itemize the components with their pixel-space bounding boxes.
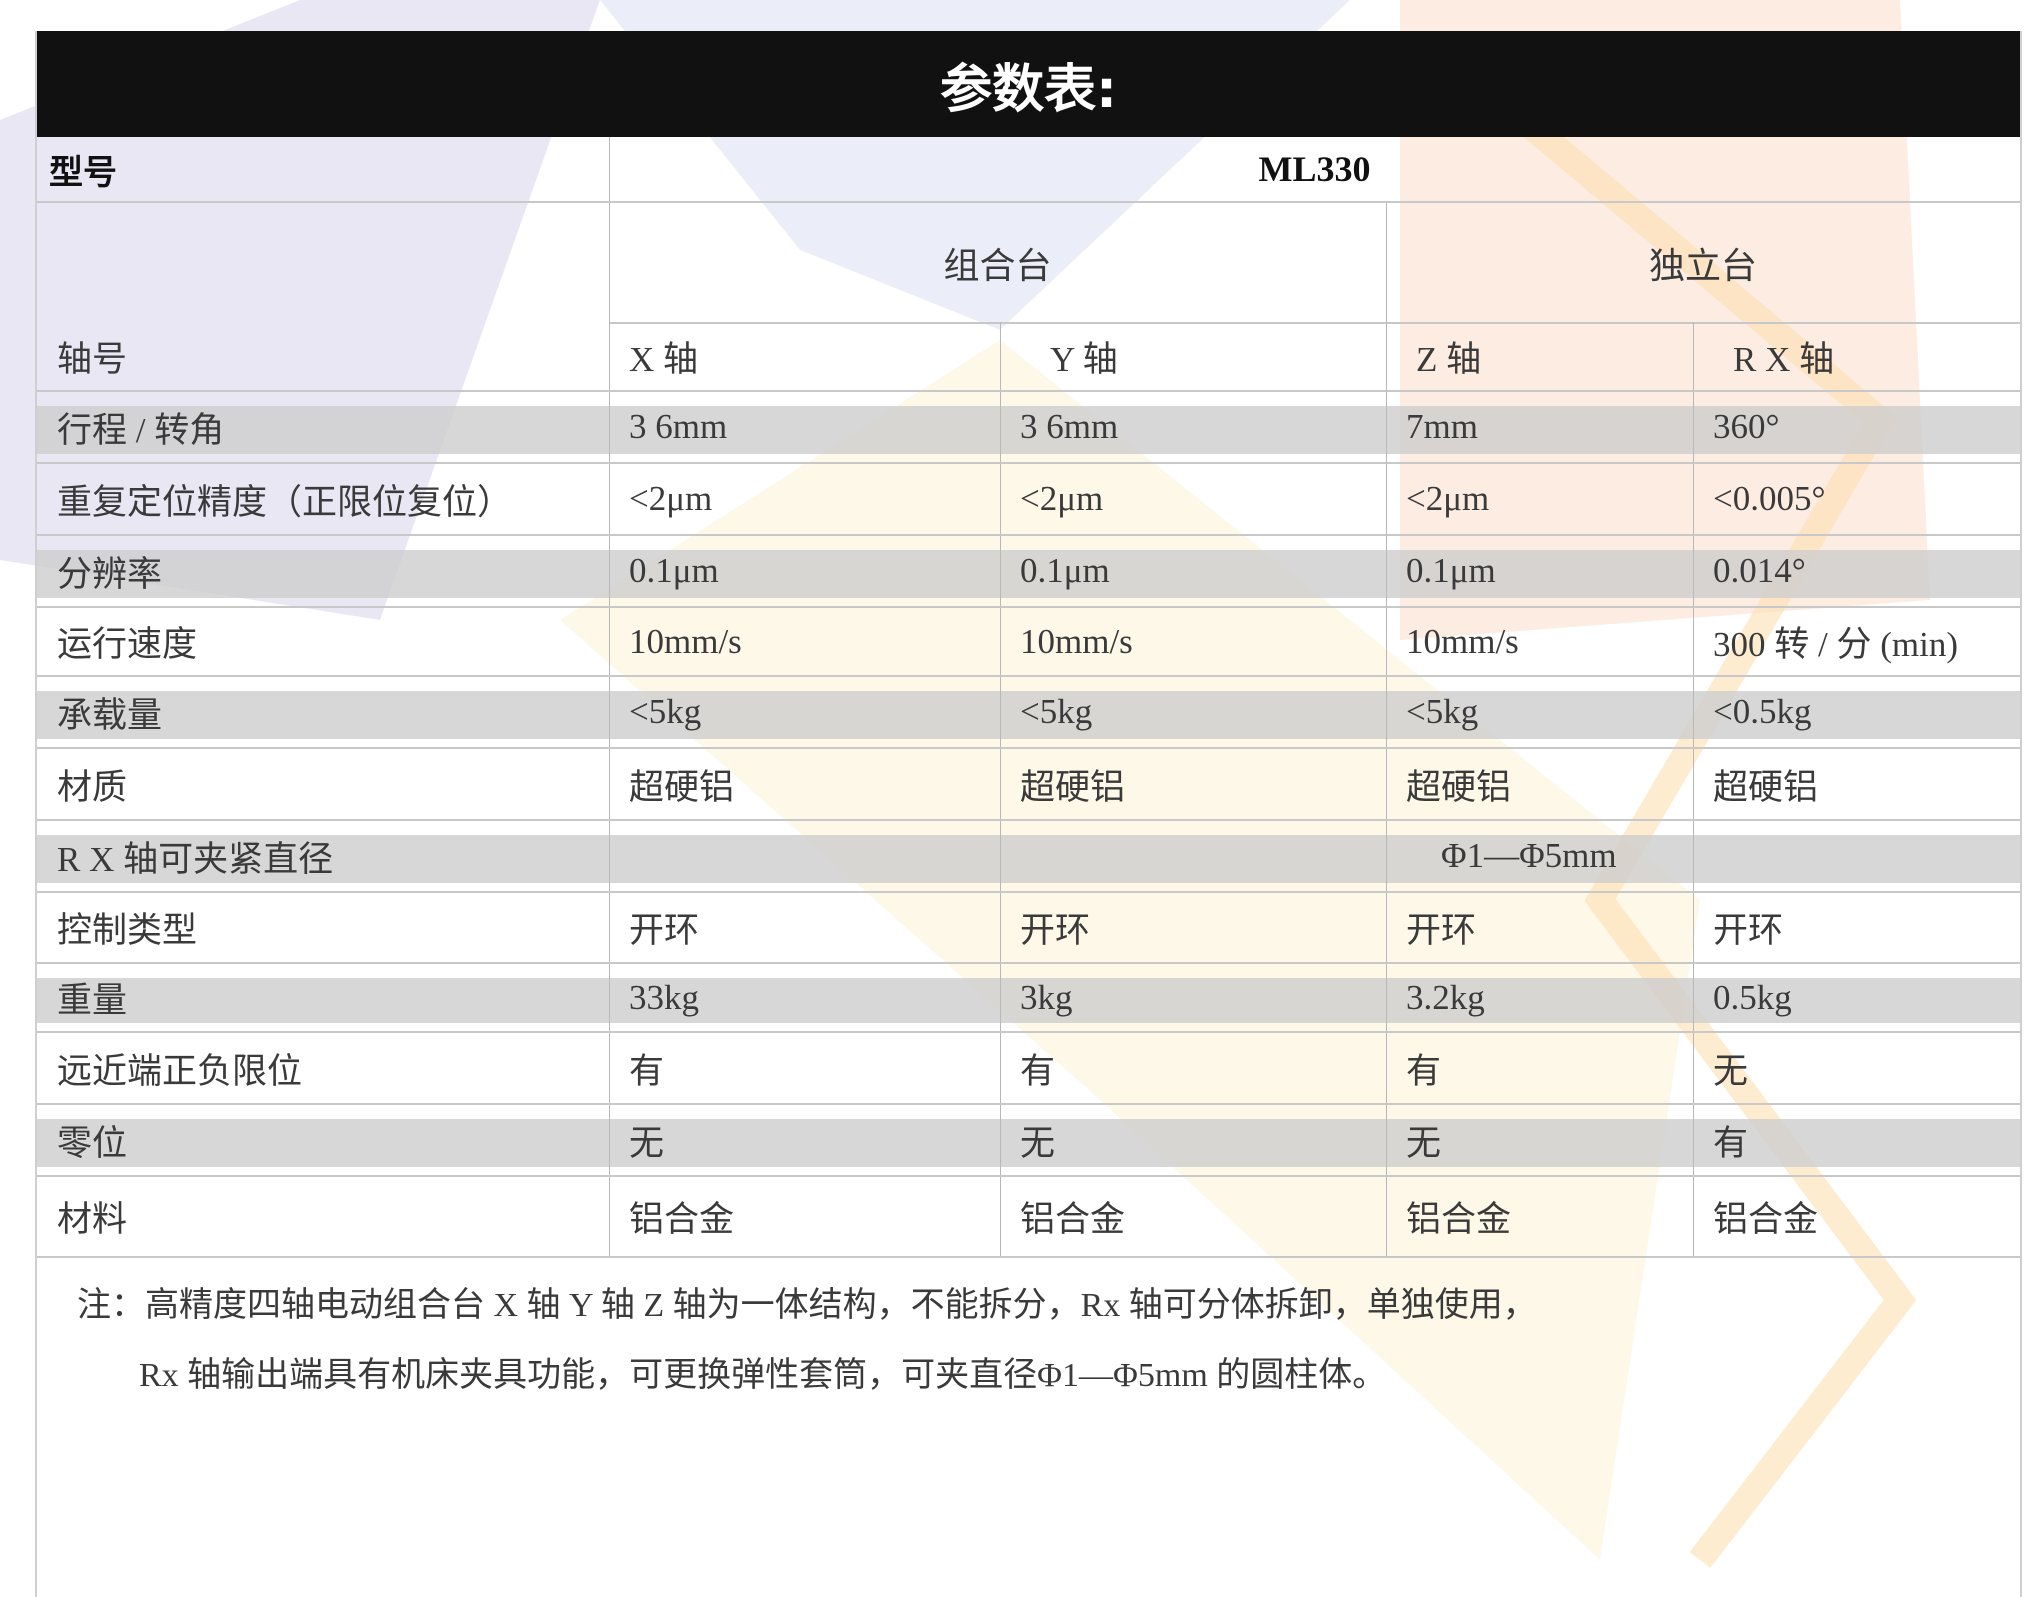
- row-value: 0.5kg: [1713, 977, 1792, 1017]
- footnote: 注：高精度四轴电动组合台 X 轴 Y 轴 Z 轴为一体结构，不能拆分，Rx 轴可…: [77, 1271, 1537, 1411]
- row-label: 承载量: [57, 695, 163, 735]
- table-row: 重量 33kg 3kg 3.2kg 0.5kg: [37, 964, 2020, 1033]
- row-value: 开环: [1713, 911, 1784, 950]
- row-value: 0.1μm: [1020, 551, 1110, 590]
- row-value: 超硬铝: [629, 767, 735, 807]
- row-value: <5kg: [1020, 692, 1093, 731]
- row-label: 运行速度: [57, 625, 198, 664]
- row-label: 重复定位精度（正限位复位）: [57, 482, 513, 522]
- group-header: 组合台 独立台: [37, 203, 2020, 392]
- row-label: 远近端正负限位: [57, 1051, 303, 1091]
- axis-header-row: 轴号 X 轴 Y 轴 Z 轴 R X 轴: [37, 322, 2020, 392]
- row-value: 无: [1406, 1123, 1442, 1163]
- row-shading: [37, 835, 2020, 883]
- axis-x: X 轴: [629, 339, 699, 379]
- row-label: 零位: [57, 1123, 128, 1163]
- row-value: 铝合金: [1713, 1200, 1819, 1239]
- row-value: 有: [629, 1051, 665, 1091]
- row-value: 10mm/s: [629, 621, 742, 661]
- row-value: <5kg: [1406, 692, 1479, 731]
- footnote-line-2: Rx 轴输出端具有机床夹具功能，可更换弹性套筒，可夹直径Φ1—Φ5mm 的圆柱体…: [139, 1357, 1387, 1394]
- row-value: <0.5kg: [1713, 692, 1812, 731]
- row-label: 材质: [57, 767, 128, 807]
- table-row: 承载量 <5kg <5kg <5kg <0.5kg: [37, 677, 2020, 749]
- table-title: 参数表:: [37, 31, 2020, 137]
- row-value: <0.005°: [1713, 479, 1826, 518]
- table-row: 材质 超硬铝 超硬铝 超硬铝 超硬铝: [37, 749, 2020, 821]
- row-value: 无: [629, 1123, 665, 1163]
- row-value: 10mm/s: [1406, 621, 1519, 661]
- row-label: 行程 / 转角: [57, 410, 225, 450]
- footnote-line-1: 注：高精度四轴电动组合台 X 轴 Y 轴 Z 轴为一体结构，不能拆分，Rx 轴可…: [77, 1287, 1537, 1324]
- row-value: <2μm: [1406, 479, 1490, 518]
- row-value: 7mm: [1406, 407, 1478, 446]
- axis-rx: R X 轴: [1733, 339, 1835, 379]
- row-value: 360°: [1713, 407, 1780, 446]
- table-row: 材料 铝合金 铝合金 铝合金 铝合金: [37, 1177, 2020, 1258]
- row-value: 0.1μm: [629, 551, 719, 590]
- row-value: 有: [1020, 1051, 1056, 1091]
- row-value: 铝合金: [1406, 1200, 1512, 1239]
- row-value: 有: [1713, 1123, 1749, 1163]
- row-label: R X 轴可夹紧直径: [57, 839, 334, 879]
- row-value: 33kg: [629, 977, 699, 1017]
- row-value: 3.2kg: [1406, 977, 1485, 1017]
- row-value: [1693, 821, 2024, 891]
- model-label: 型号: [49, 152, 117, 193]
- row-value: [609, 821, 1000, 891]
- row-value: 超硬铝: [1713, 767, 1819, 807]
- row-label: 材料: [57, 1200, 128, 1239]
- table-row: 行程 / 转角 3 6mm 3 6mm 7mm 360°: [37, 392, 2020, 464]
- row-value: 超硬铝: [1020, 767, 1126, 807]
- row-label: 分辨率: [57, 554, 163, 594]
- table-row: 重复定位精度（正限位复位） <2μm <2μm <2μm <0.005°: [37, 464, 2020, 536]
- table-row: 分辨率 0.1μm 0.1μm 0.1μm 0.014°: [37, 536, 2020, 608]
- row-value: 3kg: [1020, 977, 1073, 1017]
- row-value: [1000, 821, 1386, 891]
- row-value: 3 6mm: [1020, 407, 1119, 446]
- row-shading: [37, 1119, 2020, 1167]
- row-shading: [37, 978, 2020, 1023]
- table-row: 控制类型 开环 开环 开环 开环: [37, 893, 2020, 964]
- row-value: 0.1μm: [1406, 551, 1496, 590]
- row-shading: [37, 406, 2020, 454]
- row-value: 开环: [1020, 911, 1091, 950]
- row-value: 3 6mm: [629, 407, 728, 446]
- row-value: 0.014°: [1713, 551, 1806, 590]
- row-value: <2μm: [629, 479, 713, 518]
- parameter-table: 参数表: 型号 ML330 组合台 独立台 轴号 X 轴 Y 轴 Z 轴 R X…: [35, 31, 2022, 1597]
- group-standalone: 独立台: [1648, 245, 1757, 286]
- axis-header-label: 轴号: [57, 339, 128, 379]
- row-value: 10mm/s: [1020, 621, 1133, 661]
- row-value: 300 转 / 分 (min): [1713, 625, 1958, 664]
- axis-y: Y 轴: [1050, 339, 1118, 379]
- group-combined: 组合台: [943, 245, 1052, 286]
- row-value: <5kg: [629, 692, 702, 731]
- row-shading: [37, 691, 2020, 739]
- row-value: 开环: [629, 911, 700, 950]
- row-shading: [37, 550, 2020, 598]
- row-value: 开环: [1406, 911, 1477, 950]
- row-label: 重量: [57, 981, 128, 1020]
- model-value: ML330: [1258, 149, 1371, 189]
- row-value: 铝合金: [629, 1200, 735, 1239]
- table-row: 零位 无 无 无 有: [37, 1105, 2020, 1177]
- table-row: R X 轴可夹紧直径 Φ1—Φ5mm: [37, 821, 2020, 893]
- axis-z: Z 轴: [1416, 339, 1482, 379]
- row-value: 无: [1713, 1051, 1749, 1091]
- row-value: 铝合金: [1020, 1200, 1126, 1239]
- row-value: 有: [1406, 1051, 1442, 1091]
- row-value: 无: [1020, 1123, 1056, 1163]
- row-value: Φ1—Φ5mm: [1441, 836, 1617, 875]
- table-row: 远近端正负限位 有 有 有 无: [37, 1033, 2020, 1105]
- row-label: 控制类型: [57, 911, 198, 950]
- row-value: <2μm: [1020, 479, 1104, 518]
- table-row: 运行速度 10mm/s 10mm/s 10mm/s 300 转 / 分 (min): [37, 608, 2020, 677]
- row-value: 超硬铝: [1406, 767, 1512, 807]
- model-row: 型号 ML330: [37, 137, 2020, 203]
